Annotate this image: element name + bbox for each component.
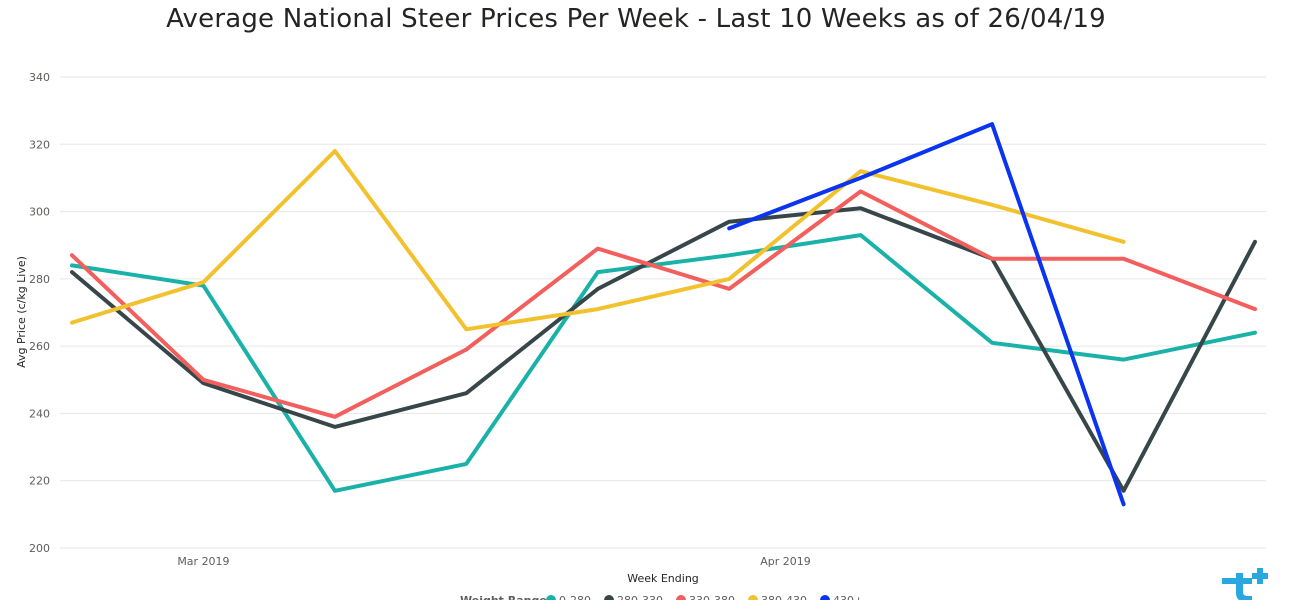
- y-tick-label: 220: [29, 475, 50, 488]
- x-axis: Mar 2019 Apr 2019: [177, 555, 811, 568]
- x-tick-label: Apr 2019: [760, 555, 811, 568]
- series-lines: [70, 122, 1257, 507]
- x-axis-title: Week Ending: [627, 572, 699, 585]
- y-tick-label: 260: [29, 340, 50, 353]
- y-tick-label: 320: [29, 138, 50, 151]
- legend[interactable]: Weight Range 0-280 280-330 330-380 380-430 43…: [460, 594, 863, 600]
- legend-marker[interactable]: [676, 595, 686, 600]
- x-tick-label: Mar 2019: [177, 555, 229, 568]
- y-axis: 200 220 240 260 280 300 320 340: [29, 71, 50, 555]
- legend-label[interactable]: 0-280: [559, 594, 591, 600]
- legend-label[interactable]: 430+: [833, 594, 863, 600]
- y-axis-title: Avg Price (c/kg Live): [15, 256, 28, 368]
- series-line-0-280: [70, 233, 1257, 493]
- series-line-430+: [727, 122, 1126, 507]
- y-tick-label: 280: [29, 273, 50, 286]
- y-tick-label: 300: [29, 206, 50, 219]
- gridlines: [60, 76, 1266, 549]
- chart-title: Average National Steer Prices Per Week -…: [166, 4, 1106, 34]
- legend-marker[interactable]: [546, 595, 556, 600]
- y-tick-label: 240: [29, 407, 50, 420]
- legend-label[interactable]: 380-430: [761, 594, 807, 600]
- legend-label[interactable]: 330-380: [689, 594, 735, 600]
- series-line-280-330: [70, 206, 1257, 493]
- y-tick-label: 340: [29, 71, 50, 84]
- y-tick-label: 200: [29, 542, 50, 555]
- legend-title: Weight Range: [460, 594, 547, 600]
- series-line-380-430: [70, 149, 1126, 332]
- legend-marker[interactable]: [604, 595, 614, 600]
- legend-marker[interactable]: [820, 595, 830, 600]
- brand-logo-icon: [1222, 568, 1268, 600]
- legend-marker[interactable]: [748, 595, 758, 600]
- series-line-330-380: [70, 189, 1257, 419]
- legend-label[interactable]: 280-330: [617, 594, 663, 600]
